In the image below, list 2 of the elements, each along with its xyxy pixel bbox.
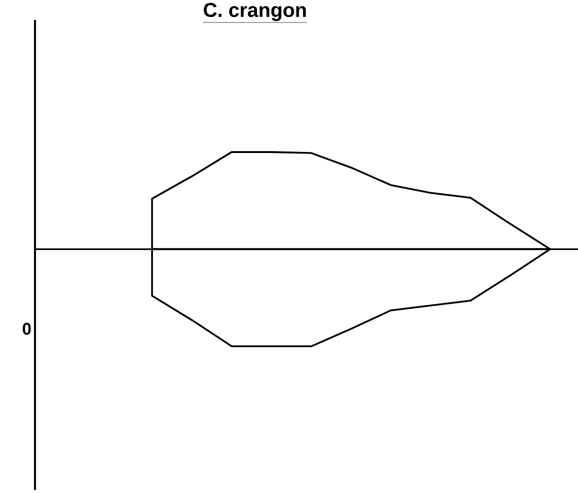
text: 0 bbox=[22, 322, 31, 335]
chart-title: C. crangon bbox=[204, 2, 306, 22]
